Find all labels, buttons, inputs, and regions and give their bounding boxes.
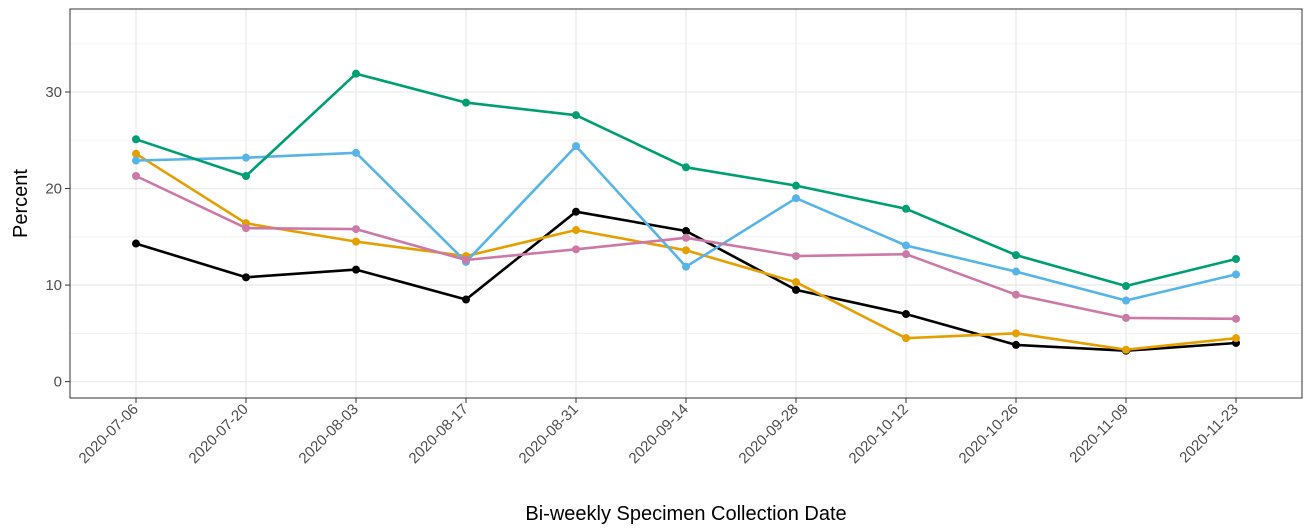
data-point bbox=[242, 171, 250, 180]
data-point bbox=[352, 148, 360, 157]
data-point bbox=[1232, 255, 1240, 264]
data-point bbox=[132, 171, 140, 180]
data-point bbox=[1232, 270, 1240, 279]
data-point bbox=[902, 310, 910, 319]
data-point bbox=[1122, 296, 1130, 305]
data-point bbox=[682, 227, 690, 236]
data-point bbox=[902, 334, 910, 343]
data-point bbox=[352, 69, 360, 78]
data-point bbox=[902, 204, 910, 213]
data-point bbox=[682, 262, 690, 271]
data-point bbox=[682, 163, 690, 172]
data-point bbox=[792, 285, 800, 294]
y-axis-title: Percent bbox=[10, 169, 32, 238]
series-layer bbox=[132, 69, 1240, 355]
data-point bbox=[1012, 340, 1020, 349]
x-tick-label: 2020-08-03 bbox=[296, 401, 362, 467]
data-point bbox=[792, 278, 800, 287]
data-point bbox=[572, 245, 580, 254]
data-point bbox=[352, 225, 360, 234]
x-axis-title: Bi-weekly Specimen Collection Date bbox=[525, 503, 846, 525]
x-axis: 2020-07-06 2020-07-20 2020-08-03 2020-08-17… bbox=[76, 398, 1242, 467]
x-tick-label: 2020-11-09 bbox=[1066, 401, 1131, 466]
series-2 bbox=[132, 149, 1240, 354]
data-point bbox=[242, 273, 250, 282]
data-point bbox=[1012, 329, 1020, 338]
data-point bbox=[682, 233, 690, 242]
data-point bbox=[1122, 345, 1130, 354]
data-point bbox=[1122, 282, 1130, 291]
y-tick-label: 0 bbox=[54, 374, 62, 391]
data-point bbox=[1012, 267, 1020, 276]
data-point bbox=[462, 98, 470, 107]
y-tick-label: 30 bbox=[45, 84, 62, 101]
major-grid bbox=[70, 9, 1302, 398]
x-tick-label: 2020-10-26 bbox=[956, 401, 1022, 467]
series-4 bbox=[132, 69, 1240, 291]
series-5 bbox=[132, 171, 1240, 323]
x-tick-label: 2020-07-20 bbox=[186, 401, 252, 467]
data-point bbox=[242, 224, 250, 233]
y-tick-label: 20 bbox=[45, 181, 62, 198]
x-tick-label: 2020-11-23 bbox=[1176, 401, 1241, 466]
y-axis: 0 10 20 30 bbox=[45, 84, 70, 391]
data-point bbox=[572, 111, 580, 120]
x-tick-label: 2020-10-12 bbox=[846, 401, 912, 467]
data-point bbox=[352, 237, 360, 246]
data-point bbox=[682, 246, 690, 255]
x-tick-label: 2020-08-31 bbox=[516, 401, 582, 467]
data-point bbox=[242, 153, 250, 162]
data-point bbox=[792, 194, 800, 203]
data-point bbox=[572, 226, 580, 235]
data-point bbox=[792, 252, 800, 261]
y-tick-label: 10 bbox=[45, 277, 62, 294]
data-point bbox=[462, 295, 470, 304]
x-tick-label: 2020-09-28 bbox=[736, 401, 802, 467]
data-point bbox=[572, 207, 580, 216]
data-point bbox=[352, 265, 360, 274]
data-point bbox=[1122, 313, 1130, 322]
data-point bbox=[1012, 251, 1020, 260]
x-tick-label: 2020-09-14 bbox=[626, 401, 692, 467]
data-point bbox=[132, 156, 140, 165]
data-point bbox=[1232, 314, 1240, 323]
data-point bbox=[132, 149, 140, 158]
data-point bbox=[462, 255, 470, 264]
data-point bbox=[792, 181, 800, 190]
data-point bbox=[132, 239, 140, 248]
data-point bbox=[1232, 334, 1240, 343]
data-point bbox=[572, 142, 580, 151]
x-tick-label: 2020-07-06 bbox=[76, 401, 142, 467]
data-point bbox=[1012, 290, 1020, 299]
series-3 bbox=[132, 142, 1240, 305]
x-tick-label: 2020-08-17 bbox=[406, 401, 472, 467]
data-point bbox=[902, 241, 910, 250]
data-point bbox=[902, 250, 910, 259]
data-point bbox=[132, 135, 140, 144]
